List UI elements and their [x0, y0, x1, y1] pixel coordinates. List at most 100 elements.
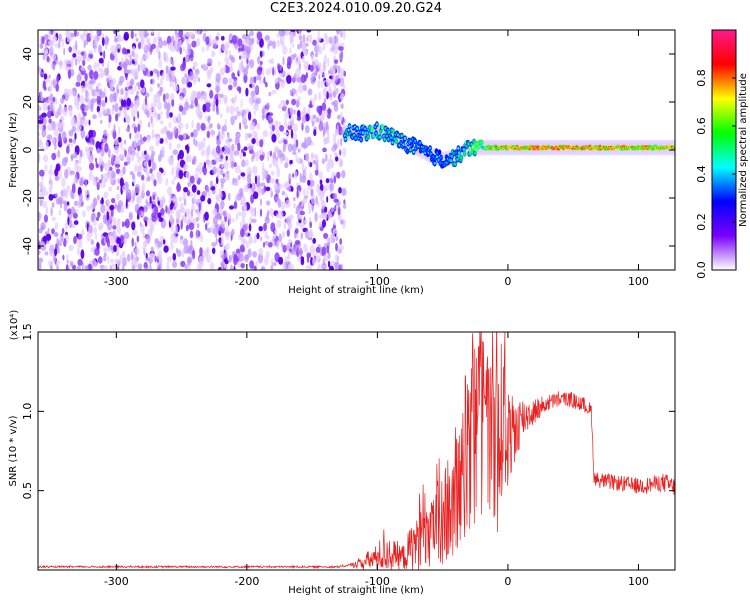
noise-blob [219, 99, 222, 104]
noise-blob [44, 164, 48, 172]
noise-blob [124, 231, 130, 240]
noise-blob [299, 222, 305, 230]
noise-blob [328, 93, 333, 98]
noise-blob [189, 104, 195, 109]
noise-blob [79, 95, 85, 104]
noise-blob [321, 158, 326, 165]
noise-blob [123, 237, 127, 245]
noise-blob [195, 216, 199, 222]
noise-blob [89, 138, 93, 146]
noise-blob [169, 58, 172, 64]
noise-blob [49, 181, 54, 190]
noise-blob [44, 49, 49, 55]
noise-blob [86, 232, 91, 242]
noise-blob [332, 91, 337, 98]
noise-blob [111, 263, 116, 270]
noise-blob [49, 249, 54, 257]
noise-blob [238, 252, 244, 262]
noise-blob [214, 222, 218, 229]
noise-blob [187, 244, 192, 254]
noise-blob [73, 235, 77, 245]
noise-blob [46, 134, 53, 141]
noise-blob [154, 205, 159, 215]
noise-blob [301, 257, 304, 263]
signal-core [403, 136, 407, 140]
noise-blob [87, 224, 93, 234]
noise-blob [58, 59, 63, 70]
noise-blob [143, 161, 148, 167]
noise-blob [85, 89, 88, 98]
noise-blob [76, 165, 82, 172]
noise-blob [41, 112, 47, 118]
noise-blob [103, 247, 108, 252]
snr-y-axis-label: SNR (10 * v/v) [8, 415, 19, 486]
noise-blob [338, 157, 343, 168]
noise-blob [55, 260, 61, 266]
noise-blob [56, 264, 59, 270]
noise-blob [282, 45, 288, 55]
noise-blob [197, 106, 201, 112]
noise-blob [319, 220, 323, 228]
noise-blob [192, 155, 197, 165]
signal-core [388, 130, 391, 134]
noise-blob [117, 178, 120, 184]
noise-blob [280, 242, 284, 248]
noise-blob [109, 166, 113, 171]
noise-blob [296, 157, 302, 164]
noise-blob [166, 109, 170, 119]
noise-blob [327, 57, 330, 67]
noise-blob [302, 55, 305, 63]
noise-blob [318, 74, 321, 80]
noise-blob [229, 66, 234, 73]
signal-core [528, 148, 531, 150]
noise-blob [140, 39, 144, 50]
noise-blob [329, 265, 334, 270]
noise-blob [308, 160, 310, 166]
noise-blob [232, 34, 238, 45]
noise-blob [219, 67, 225, 76]
noise-blob [215, 237, 218, 245]
noise-blob [191, 201, 196, 212]
noise-blob [142, 232, 146, 239]
noise-blob [283, 139, 288, 145]
noise-blob [301, 122, 304, 131]
noise-blob [126, 49, 131, 54]
signal-core [463, 152, 466, 155]
noise-blob [133, 115, 136, 122]
noise-blob [185, 208, 191, 217]
noise-blob [262, 113, 265, 121]
noise-blob [90, 202, 94, 209]
noise-blob [137, 84, 141, 91]
noise-blob [244, 113, 247, 119]
noise-blob [93, 220, 97, 227]
noise-blob [246, 173, 251, 183]
noise-blob [221, 43, 227, 52]
noise-blob [140, 57, 143, 67]
noise-blob [132, 229, 138, 236]
noise-blob [107, 247, 111, 253]
noise-blob [206, 254, 212, 264]
noise-blob [186, 256, 193, 264]
noise-blob [288, 173, 292, 182]
noise-blob [196, 190, 201, 196]
noise-blob [146, 266, 151, 270]
noise-blob [307, 179, 311, 186]
noise-blob [327, 108, 332, 115]
noise-blob [76, 50, 82, 56]
noise-blob [247, 248, 252, 258]
noise-blob [105, 77, 110, 83]
signal-core [450, 154, 454, 158]
noise-blob [328, 234, 334, 244]
noise-blob [269, 150, 272, 157]
noise-blob [187, 181, 192, 187]
noise-blob [100, 173, 104, 181]
noise-blob [49, 83, 53, 93]
noise-blob [150, 79, 153, 85]
noise-blob [309, 221, 313, 229]
noise-blob [50, 41, 55, 46]
noise-blob [332, 192, 338, 200]
noise-blob [233, 201, 238, 210]
noise-blob [340, 42, 345, 47]
noise-blob [70, 61, 74, 69]
noise-blob [309, 244, 316, 255]
